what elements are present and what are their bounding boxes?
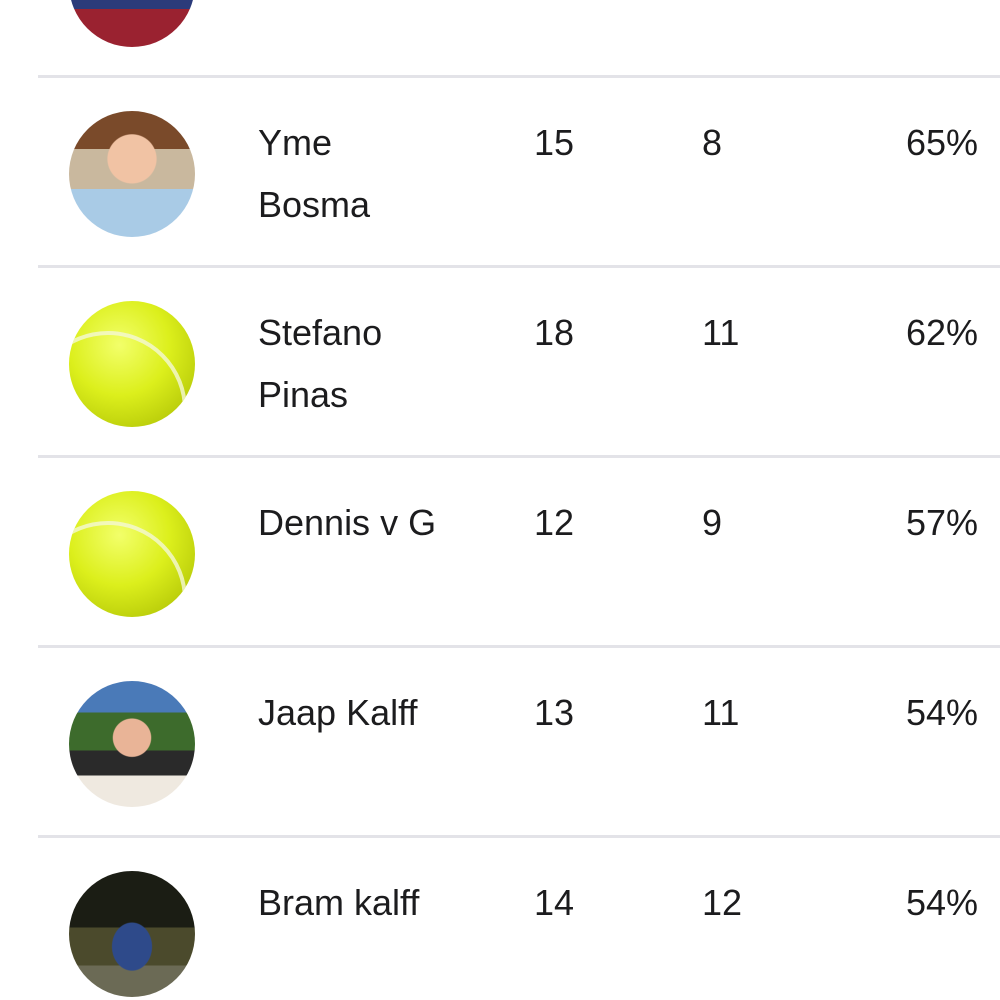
player-wins: 13	[534, 692, 575, 733]
player-pct: 62%	[905, 312, 978, 353]
row-separator	[38, 75, 1000, 78]
row-separator	[38, 645, 1000, 648]
name-line: Dennis v G	[258, 502, 437, 543]
player-row[interactable]: Boon	[0, 0, 1000, 78]
player-row[interactable]: Yme Bosma 15 8 65%	[0, 78, 1000, 268]
player-row[interactable]: Bram kalff 14 12 54%	[0, 838, 1000, 1000]
player-wins: 15	[534, 122, 575, 163]
player-losses: 8	[702, 122, 723, 163]
player-losses: 11	[702, 312, 740, 353]
player-name: Yme Bosma	[258, 112, 488, 236]
player-wins: 12	[534, 502, 575, 543]
name-line: Bosma	[258, 184, 371, 225]
row-separator	[38, 455, 1000, 458]
player-avatar	[69, 681, 195, 807]
player-avatar	[69, 301, 195, 427]
name-line: Jaap Kalff	[258, 692, 418, 733]
player-wins: 18	[534, 312, 575, 353]
player-pct: 65%	[905, 122, 978, 163]
player-avatar	[69, 0, 195, 47]
player-losses: 9	[702, 502, 723, 543]
name-line: Yme	[258, 122, 333, 163]
player-row[interactable]: Jaap Kalff 13 11 54%	[0, 648, 1000, 838]
player-name: Jaap Kalff	[258, 682, 488, 744]
player-name: Dennis v G	[258, 492, 488, 554]
player-name: Stefano Pinas	[258, 302, 488, 426]
row-separator	[38, 835, 1000, 838]
row-separator	[38, 265, 1000, 268]
player-row[interactable]: Dennis v G 12 9 57%	[0, 458, 1000, 648]
player-name: Bram kalff	[258, 872, 488, 934]
player-avatar	[69, 491, 195, 617]
name-line: Stefano	[258, 312, 383, 353]
player-row[interactable]: Stefano Pinas 18 11 62%	[0, 268, 1000, 458]
name-line: Bram kalff	[258, 882, 420, 923]
player-avatar	[69, 871, 195, 997]
player-pct: 54%	[905, 692, 978, 733]
player-losses: 11	[702, 692, 740, 733]
player-avatar	[69, 111, 195, 237]
player-pct: 57%	[905, 502, 978, 543]
player-losses: 12	[702, 882, 743, 923]
name-line: Pinas	[258, 374, 349, 415]
player-pct: 54%	[905, 882, 978, 923]
player-wins: 14	[534, 882, 575, 923]
